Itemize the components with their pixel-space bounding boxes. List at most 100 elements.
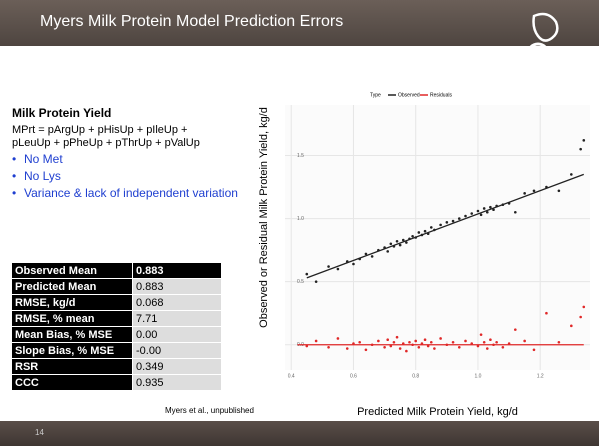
point	[464, 214, 467, 218]
x-tick-label: 1.2	[537, 373, 544, 379]
table-row: Observed Mean 0.883	[11, 262, 222, 279]
point	[370, 255, 374, 258]
point	[398, 243, 402, 247]
x-tick-label: 0.8	[412, 373, 419, 379]
table-cell: Predicted Mean	[11, 278, 133, 295]
table-row: Mean Bias, % MSE 0.00	[11, 326, 222, 343]
point	[401, 342, 405, 345]
point	[408, 340, 411, 344]
table-row: Predicted Mean 0.883	[11, 278, 222, 295]
point	[433, 347, 436, 350]
point	[470, 342, 474, 345]
legend-label: Observed	[398, 92, 420, 98]
point	[383, 345, 386, 349]
point	[532, 348, 536, 352]
point	[582, 139, 586, 142]
legend-label: Residuals	[430, 92, 452, 98]
point	[582, 305, 586, 309]
table-cell: 0.349	[132, 358, 222, 375]
point	[389, 242, 393, 246]
point	[417, 231, 421, 234]
point	[414, 339, 418, 343]
point	[451, 219, 455, 223]
header-bar	[0, 0, 599, 46]
table-cell: 0.935	[132, 374, 222, 391]
table-cell: Observed Mean	[11, 262, 133, 279]
point	[358, 257, 361, 261]
point	[386, 250, 390, 253]
point	[411, 234, 414, 238]
point	[364, 252, 368, 256]
point	[314, 280, 318, 283]
point	[433, 228, 436, 232]
heading: Milk Protein Yield	[12, 106, 112, 120]
point	[305, 272, 309, 276]
point	[423, 229, 427, 233]
point	[352, 262, 355, 266]
x-tick-label: 0.4	[288, 373, 295, 379]
point	[570, 324, 573, 328]
bullets: No Met No Lys Variance & lack of independe…	[12, 152, 257, 203]
point	[395, 335, 399, 339]
slide-title: Myers Milk Protein Model Prediction Erro…	[40, 13, 344, 30]
table-cell: 0.068	[132, 294, 222, 311]
point	[314, 339, 318, 343]
y-axis-label: Observed or Residual Milk Protein Yield,…	[259, 107, 270, 328]
point	[445, 221, 449, 224]
table-row: RMSE, % mean 7.71	[11, 310, 222, 327]
point	[479, 333, 483, 336]
table-cell: RMSE, % mean	[11, 310, 133, 327]
logo-text: SCIENCE	[550, 57, 592, 69]
stats-table: Observed Mean 0.883 Predicted Mean 0.883 RMS…	[11, 262, 222, 391]
table-cell: 0.883	[132, 262, 222, 279]
point	[482, 207, 486, 210]
point	[489, 205, 492, 209]
legend-title: Type	[370, 92, 381, 98]
point	[389, 344, 393, 348]
table-cell: 0.883	[132, 278, 222, 295]
table-cell: CCC	[11, 374, 133, 391]
point	[514, 210, 517, 214]
table-row: Slope Bias, % MSE -0.00	[11, 342, 222, 359]
table-cell: 0.00	[132, 326, 222, 343]
point	[383, 246, 386, 249]
point	[457, 217, 461, 220]
point	[507, 342, 511, 345]
point	[445, 343, 449, 347]
point	[514, 328, 517, 331]
bullet: No Met	[12, 152, 257, 166]
point	[479, 213, 483, 217]
point	[545, 311, 548, 315]
point	[557, 189, 561, 193]
point	[489, 338, 492, 342]
point	[482, 340, 486, 344]
point	[411, 343, 414, 347]
point	[523, 339, 526, 343]
point	[408, 237, 411, 241]
point	[492, 208, 495, 212]
point	[417, 345, 421, 349]
point	[501, 345, 505, 349]
point	[305, 344, 309, 348]
point	[420, 342, 424, 345]
bullet: No Lys	[12, 169, 257, 183]
point	[370, 343, 374, 347]
point	[470, 212, 474, 215]
table-row: RSR 0.349	[11, 358, 222, 375]
point	[345, 347, 349, 350]
point	[414, 236, 418, 239]
table-cell: Mean Bias, % MSE	[11, 326, 133, 343]
point	[327, 345, 330, 349]
equation-line: pLeuUp + pPheUp + pThrUp + pValUp	[12, 137, 200, 149]
point	[327, 265, 330, 268]
point	[476, 209, 480, 213]
point	[392, 245, 396, 248]
point	[545, 185, 548, 189]
point	[579, 147, 582, 151]
point	[420, 233, 424, 237]
logo-text: DAIRY	[552, 46, 586, 58]
point	[358, 340, 361, 344]
point	[423, 338, 427, 342]
point	[523, 192, 526, 195]
